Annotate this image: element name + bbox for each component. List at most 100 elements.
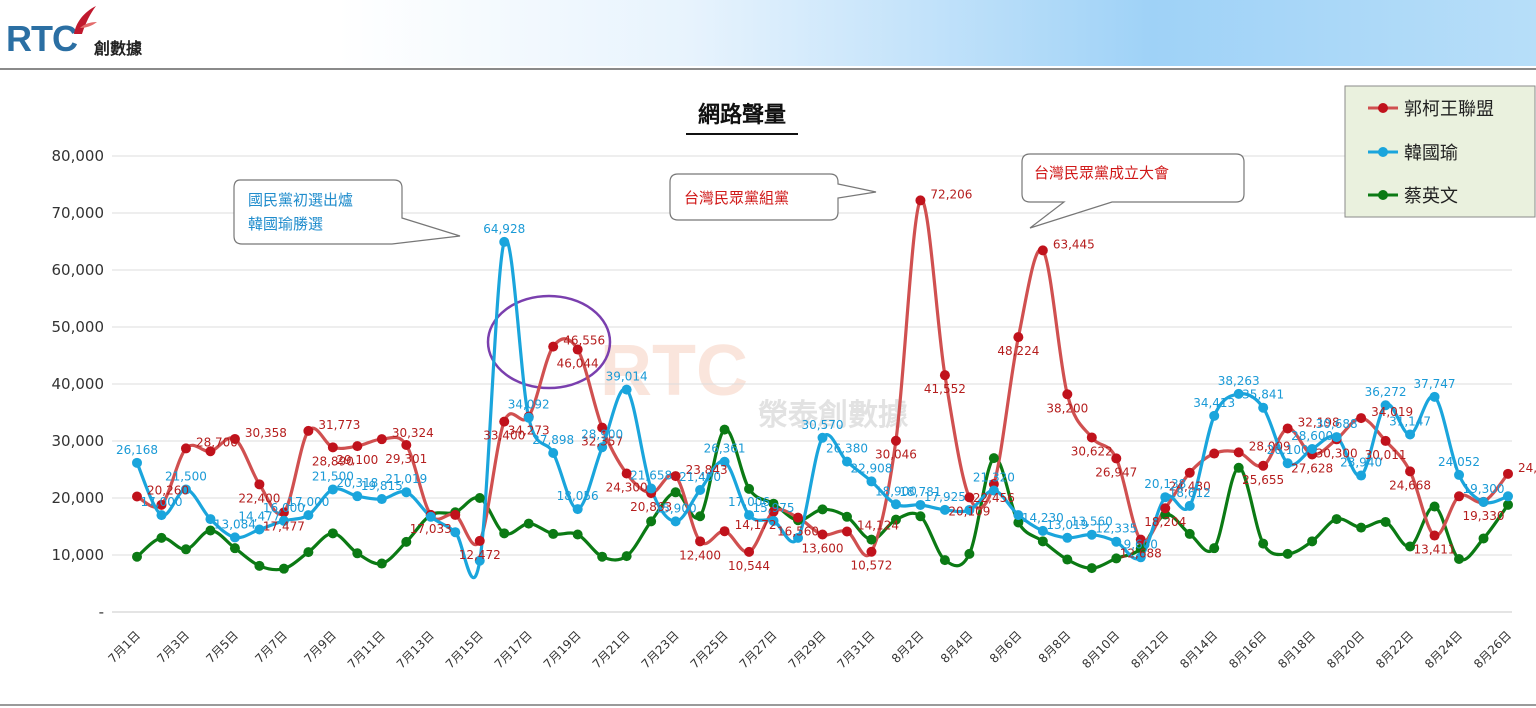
data-label-han: 14,477 xyxy=(238,509,280,523)
marker-tsai xyxy=(915,511,926,522)
marker-han xyxy=(156,510,167,521)
marker-han xyxy=(939,504,950,515)
x-tick-label: 8月20日 xyxy=(1324,628,1367,671)
x-tick-label: 8月12日 xyxy=(1128,628,1171,671)
x-tick-label: 8月26日 xyxy=(1471,628,1514,671)
y-tick-label: 10,000 xyxy=(52,546,105,564)
logo-swoosh-icon xyxy=(74,6,97,34)
marker-ko xyxy=(841,526,852,537)
data-label-ko: 14,172 xyxy=(735,518,777,532)
data-label-ko: 34,019 xyxy=(1371,405,1413,419)
marker-han xyxy=(719,456,730,467)
x-tick-label: 8月22日 xyxy=(1373,628,1416,671)
data-label-ko: 33,400 xyxy=(483,429,525,443)
marker-ko xyxy=(548,341,559,352)
marker-ko xyxy=(890,435,901,446)
marker-tsai xyxy=(1454,553,1465,564)
legend-item-han: 韓國瑜 xyxy=(1368,143,1458,164)
marker-han xyxy=(1135,552,1146,563)
data-label-han: 20,138 xyxy=(1144,477,1186,491)
data-label-han: 28,900 xyxy=(581,427,623,441)
legend: 郭柯王聯盟 韓國瑜 蔡英文 xyxy=(1344,85,1536,218)
marker-ko xyxy=(768,506,779,517)
data-label-han: 34,092 xyxy=(508,398,550,412)
marker-ko xyxy=(205,446,216,457)
series-line-tsai xyxy=(135,427,1510,572)
marker-han xyxy=(695,485,706,496)
marker-ko xyxy=(1013,332,1024,343)
marker-ko xyxy=(793,512,804,523)
marker-tsai xyxy=(1209,543,1220,554)
marker-ko xyxy=(1062,389,1073,400)
x-tick-label: 7月11日 xyxy=(345,628,388,671)
data-label-han: 13,019 xyxy=(1046,518,1088,532)
marker-tsai xyxy=(621,551,632,562)
data-label-ko: 48,224 xyxy=(997,344,1039,358)
data-label-ko: 12,400 xyxy=(679,548,721,562)
marker-ko xyxy=(1209,448,1220,459)
marker-han xyxy=(1062,532,1073,543)
marker-ko xyxy=(1086,432,1097,443)
data-label-han: 18,781 xyxy=(899,485,941,499)
marker-tsai xyxy=(1282,548,1293,559)
marker-tsai xyxy=(327,528,338,539)
data-label-han: 28,600 xyxy=(1291,429,1333,443)
marker-han xyxy=(866,476,877,487)
data-label-han: 9,600 xyxy=(1124,537,1158,551)
data-label-han: 64,928 xyxy=(483,222,525,236)
marker-ko xyxy=(474,535,485,546)
marker-ko xyxy=(1160,503,1171,514)
marker-ko xyxy=(1233,447,1244,458)
marker-tsai xyxy=(572,529,583,540)
marker-tsai xyxy=(597,551,608,562)
x-tick-label: 7月17日 xyxy=(492,628,535,671)
marker-han xyxy=(1037,525,1048,536)
marker-han xyxy=(401,487,412,498)
marker-han xyxy=(132,457,142,468)
x-tick-label: 7月27日 xyxy=(737,628,780,671)
data-label-ko: 30,046 xyxy=(875,448,917,462)
data-label-ko: 24,430 xyxy=(1169,480,1211,494)
x-tick-label: 8月14日 xyxy=(1177,628,1220,671)
data-label-han: 17,000 xyxy=(287,495,329,509)
marker-tsai xyxy=(401,536,412,547)
footer-divider xyxy=(0,704,1536,706)
data-label-han: 39,014 xyxy=(606,370,648,384)
x-tick-label: 8月2日 xyxy=(889,628,927,666)
data-label-han: 37,747 xyxy=(1414,377,1456,391)
marker-tsai xyxy=(695,511,706,522)
marker-tsai xyxy=(964,548,975,559)
data-label-han: 23,940 xyxy=(1340,456,1382,470)
marker-han xyxy=(425,511,436,522)
x-tick-label: 8月4日 xyxy=(938,628,976,666)
data-label-ko: 23,843 xyxy=(686,463,728,477)
marker-ko xyxy=(229,433,240,444)
data-label-han: 15,975 xyxy=(753,501,795,515)
data-label-ko: 17,033 xyxy=(410,522,452,536)
marker-han xyxy=(1380,400,1391,411)
watermark-text: 滎泰創數據 xyxy=(758,398,909,433)
marker-han xyxy=(1478,496,1489,507)
marker-han xyxy=(254,524,265,535)
data-label-ko: 10,572 xyxy=(850,559,892,573)
marker-tsai xyxy=(156,532,167,543)
marker-tsai xyxy=(719,424,730,435)
data-label-ko: 12,472 xyxy=(459,548,501,562)
data-label-han: 17,000 xyxy=(140,495,182,509)
chart-title: 網路聲量 xyxy=(698,102,786,128)
data-label-han: 19,815 xyxy=(361,479,403,493)
data-label-han: 14,230 xyxy=(1022,511,1064,525)
callout-kmt-line1: 國民黨初選出爐 xyxy=(248,191,353,209)
marker-tsai xyxy=(939,555,950,566)
marker-tsai xyxy=(768,498,779,509)
marker-ko xyxy=(1135,534,1146,545)
data-label-han: 13,084 xyxy=(214,517,256,531)
data-label-ko: 14,124 xyxy=(857,518,899,532)
marker-han xyxy=(670,516,681,527)
x-tick-label: 7月15日 xyxy=(443,628,486,671)
marker-ko xyxy=(1356,413,1367,424)
legend-item-ko: 郭柯王聯盟 xyxy=(1368,99,1494,120)
data-label-han: 20,318 xyxy=(336,476,378,490)
marker-han xyxy=(303,510,314,521)
